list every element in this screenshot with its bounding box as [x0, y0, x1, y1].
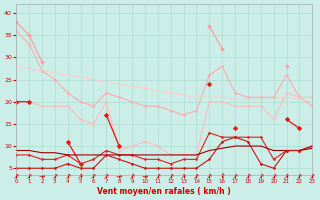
Text: ↗: ↗ — [13, 172, 20, 181]
Text: ↗: ↗ — [270, 172, 277, 181]
Text: ↗: ↗ — [77, 172, 84, 181]
Text: →: → — [142, 172, 148, 181]
Text: ↗: ↗ — [168, 172, 174, 181]
Text: →: → — [39, 172, 45, 181]
Text: ↗: ↗ — [103, 172, 109, 181]
X-axis label: Vent moyen/en rafales ( km/h ): Vent moyen/en rafales ( km/h ) — [97, 187, 231, 196]
Text: ↗: ↗ — [129, 172, 135, 181]
Text: ↗: ↗ — [180, 172, 187, 181]
Text: ↗: ↗ — [65, 172, 71, 181]
Text: ↗: ↗ — [284, 172, 290, 181]
Text: ↑: ↑ — [219, 172, 225, 181]
Text: ↗: ↗ — [296, 172, 303, 181]
Text: ↗: ↗ — [309, 172, 316, 181]
Text: ↗: ↗ — [155, 172, 161, 181]
Text: ↗: ↗ — [193, 172, 200, 181]
Text: ↗: ↗ — [52, 172, 58, 181]
Text: ↗: ↗ — [206, 172, 212, 181]
Text: ↗: ↗ — [26, 172, 32, 181]
Text: →: → — [116, 172, 122, 181]
Text: ↗: ↗ — [245, 172, 251, 181]
Text: ↗: ↗ — [90, 172, 97, 181]
Text: ↗: ↗ — [258, 172, 264, 181]
Text: ↗: ↗ — [232, 172, 238, 181]
